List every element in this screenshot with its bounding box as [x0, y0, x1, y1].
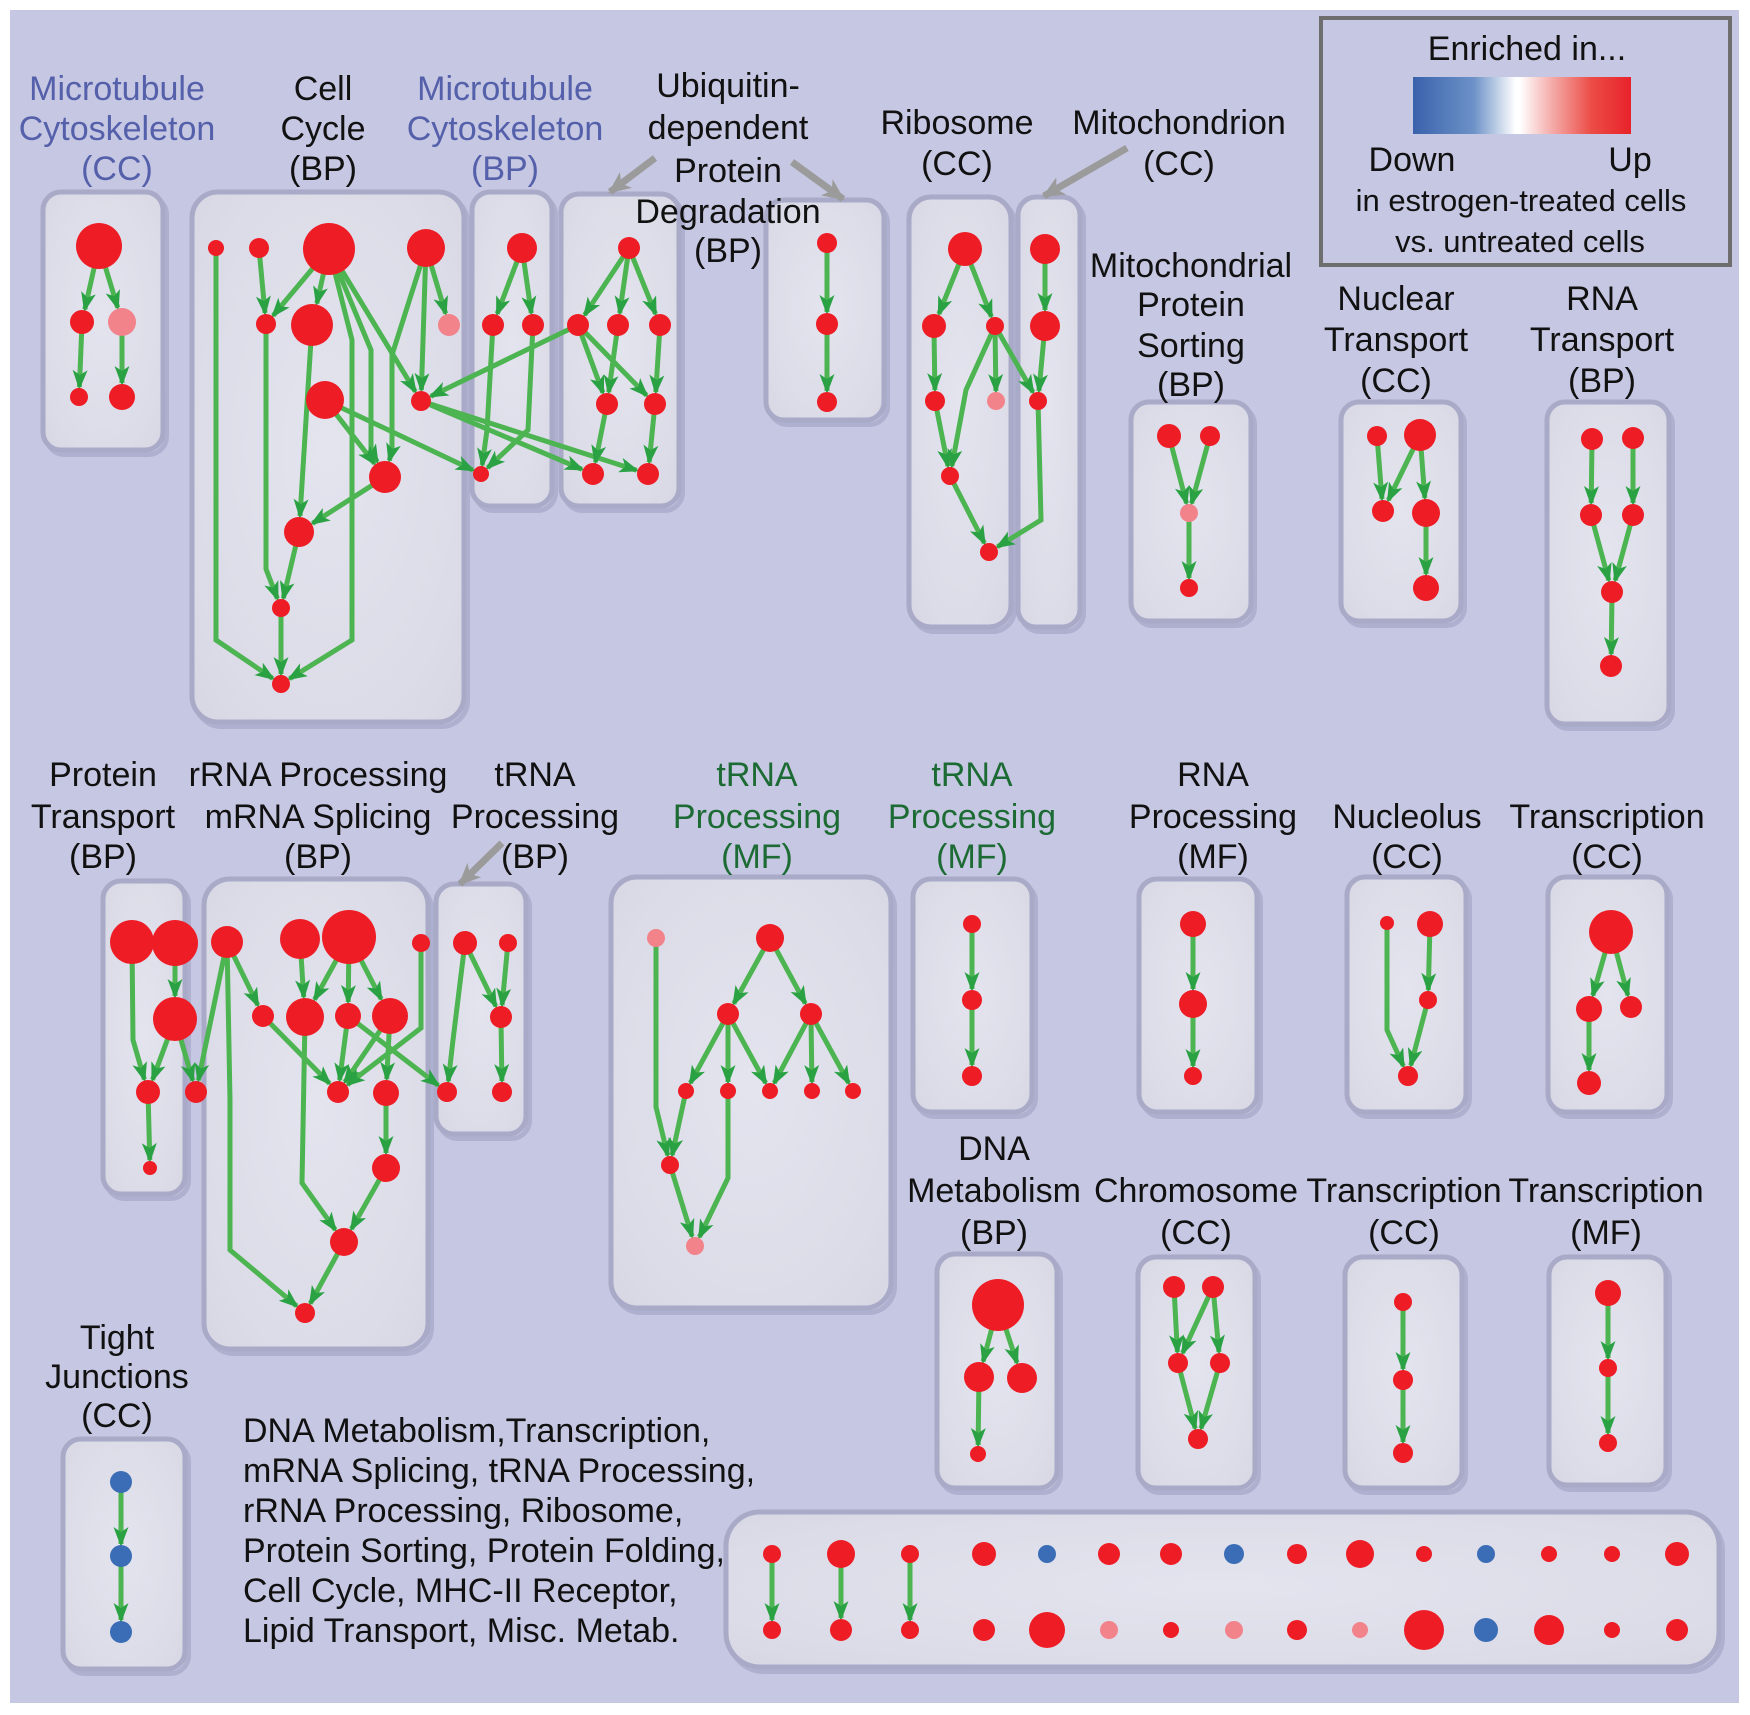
svg-text:Metabolism: Metabolism: [907, 1172, 1081, 1210]
svg-text:Nuclear: Nuclear: [1337, 280, 1454, 318]
svg-text:in estrogen-treated cells: in estrogen-treated cells: [1356, 183, 1687, 218]
svg-text:Processing: Processing: [673, 798, 841, 836]
svg-text:Degradation: Degradation: [635, 193, 820, 231]
svg-text:Microtubule: Microtubule: [29, 70, 205, 108]
svg-text:rRNA Processing, Ribosome,: rRNA Processing, Ribosome,: [243, 1492, 683, 1530]
svg-text:(CC): (CC): [81, 1397, 153, 1435]
svg-text:Protein: Protein: [674, 152, 782, 190]
svg-text:(BP): (BP): [960, 1214, 1028, 1252]
svg-text:Protein: Protein: [49, 756, 157, 794]
svg-text:Transcription: Transcription: [1306, 1172, 1501, 1210]
svg-text:mRNA Splicing: mRNA Splicing: [205, 798, 432, 836]
svg-text:Down: Down: [1369, 141, 1456, 179]
svg-text:Cytoskeleton: Cytoskeleton: [407, 110, 604, 148]
svg-text:rRNA Processing: rRNA Processing: [189, 756, 448, 794]
svg-text:Mitochondrial: Mitochondrial: [1090, 247, 1292, 285]
svg-text:(MF): (MF): [721, 838, 793, 876]
svg-text:Protein: Protein: [1137, 286, 1245, 324]
svg-text:Microtubule: Microtubule: [417, 70, 593, 108]
svg-text:Transport: Transport: [1324, 321, 1469, 359]
svg-text:(MF): (MF): [1570, 1214, 1642, 1252]
svg-text:Mitochondrion: Mitochondrion: [1072, 104, 1286, 142]
svg-text:vs. untreated cells: vs. untreated cells: [1395, 224, 1645, 259]
svg-text:(BP): (BP): [284, 838, 352, 876]
svg-text:Processing: Processing: [451, 798, 619, 836]
svg-text:Cytoskeleton: Cytoskeleton: [19, 110, 216, 148]
svg-text:Protein Sorting, Protein Foldi: Protein Sorting, Protein Folding,: [243, 1532, 725, 1570]
svg-text:Processing: Processing: [1129, 798, 1297, 836]
svg-text:Chromosome: Chromosome: [1094, 1172, 1298, 1210]
svg-text:(BP): (BP): [1157, 366, 1225, 404]
svg-text:(CC): (CC): [1371, 838, 1443, 876]
svg-text:Transcription: Transcription: [1509, 798, 1704, 836]
svg-text:Cell Cycle, MHC-II Receptor,: Cell Cycle, MHC-II Receptor,: [243, 1572, 678, 1610]
svg-text:Transcription: Transcription: [1508, 1172, 1703, 1210]
svg-text:Nucleolus: Nucleolus: [1332, 798, 1481, 836]
svg-text:Junctions: Junctions: [45, 1358, 189, 1396]
svg-text:RNA: RNA: [1566, 280, 1638, 318]
svg-text:(CC): (CC): [1360, 362, 1432, 400]
svg-text:(BP): (BP): [69, 838, 137, 876]
svg-text:Processing: Processing: [888, 798, 1056, 836]
svg-text:tRNA: tRNA: [931, 756, 1013, 794]
svg-text:(CC): (CC): [1160, 1214, 1232, 1252]
svg-text:mRNA Splicing, tRNA Processing: mRNA Splicing, tRNA Processing,: [243, 1452, 755, 1490]
svg-text:DNA Metabolism,Transcription,: DNA Metabolism,Transcription,: [243, 1412, 710, 1450]
svg-text:Ubiquitin-: Ubiquitin-: [656, 67, 800, 105]
svg-text:DNA: DNA: [958, 1130, 1030, 1168]
svg-text:(BP): (BP): [501, 838, 569, 876]
svg-text:Enriched in...: Enriched in...: [1428, 30, 1626, 68]
svg-text:(CC): (CC): [1571, 838, 1643, 876]
svg-text:(MF): (MF): [1177, 838, 1249, 876]
svg-text:(BP): (BP): [694, 232, 762, 270]
svg-text:Cycle: Cycle: [280, 110, 365, 148]
svg-text:RNA: RNA: [1177, 756, 1249, 794]
svg-text:(CC): (CC): [81, 150, 153, 188]
svg-text:tRNA: tRNA: [716, 756, 798, 794]
svg-text:(CC): (CC): [1368, 1214, 1440, 1252]
svg-text:(BP): (BP): [471, 150, 539, 188]
svg-text:(MF): (MF): [936, 838, 1008, 876]
svg-text:Transport: Transport: [1530, 321, 1675, 359]
svg-text:tRNA: tRNA: [494, 756, 576, 794]
svg-text:Cell: Cell: [294, 70, 353, 108]
svg-text:(BP): (BP): [289, 150, 357, 188]
svg-text:Up: Up: [1608, 141, 1651, 179]
svg-text:Transport: Transport: [31, 798, 176, 836]
svg-text:(CC): (CC): [1143, 145, 1215, 183]
svg-text:dependent: dependent: [648, 109, 809, 147]
svg-text:Tight: Tight: [80, 1319, 155, 1357]
svg-text:Sorting: Sorting: [1137, 327, 1245, 365]
svg-text:(BP): (BP): [1568, 362, 1636, 400]
svg-text:Ribosome: Ribosome: [880, 104, 1033, 142]
svg-text:(CC): (CC): [921, 145, 993, 183]
svg-text:Lipid Transport, Misc. Metab.: Lipid Transport, Misc. Metab.: [243, 1612, 680, 1650]
